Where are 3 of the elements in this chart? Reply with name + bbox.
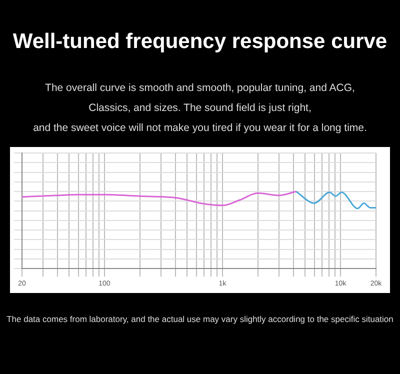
text: The data comes from laboratory, and the actual use may vary slightly according to the specific situation	[6, 313, 394, 326]
chart-title: Well-tuned frequency response curve	[12, 30, 388, 54]
chart-subtitle: The overall curve is smooth and smooth, popular tuning, and ACG, Classics, and sizes. The sound field is just right, and the sweet voice will not make you tired if you wear it for a long time.	[32, 81, 368, 136]
